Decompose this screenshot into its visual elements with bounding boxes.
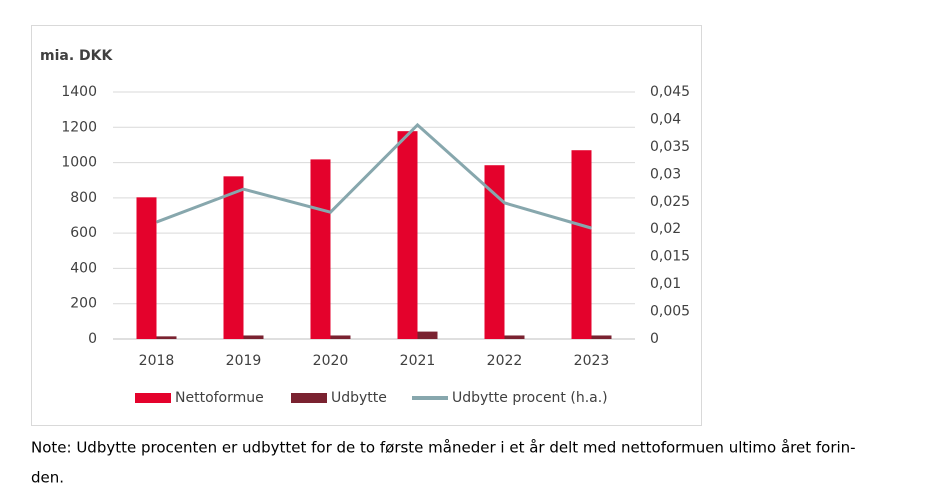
y2-tick-label: 0,025 — [650, 194, 690, 210]
bar — [330, 335, 351, 339]
bar — [223, 176, 244, 339]
line — [155, 122, 592, 230]
bar — [504, 335, 525, 339]
x-tick-label: 2022 — [487, 353, 523, 369]
y2-tick-label: 0,02 — [650, 221, 681, 237]
y-tick-label: 1000 — [61, 155, 97, 171]
bar — [156, 336, 177, 339]
note: den. — [31, 469, 64, 487]
y-tick-label: 600 — [70, 225, 97, 241]
note: Note: Udbytte procenten er udbyttet for … — [31, 439, 856, 457]
y-tick-label: 200 — [70, 296, 97, 312]
bar — [136, 197, 157, 339]
x-tick-label: 2018 — [139, 353, 175, 369]
bar — [417, 331, 438, 339]
y2-tick-label: 0,015 — [650, 249, 690, 265]
y-tick-label: 0 — [88, 331, 97, 347]
legend-swatch — [291, 393, 327, 403]
x-tick-label: 2021 — [400, 353, 436, 369]
y2-tick-label: 0,005 — [650, 304, 690, 320]
bar — [310, 159, 331, 339]
x-tick-label: 2020 — [313, 353, 349, 369]
bar — [591, 335, 612, 339]
y2-tick-label: 0,045 — [650, 84, 690, 100]
legend-swatch — [135, 393, 171, 403]
legend-label: Nettoformue — [175, 390, 264, 406]
y-tick-label: 400 — [70, 260, 97, 276]
y2-tick-label: 0,04 — [650, 111, 681, 127]
y2-tick-label: 0,03 — [650, 166, 681, 182]
y2-tick-label: 0,01 — [650, 276, 681, 292]
bar — [243, 335, 264, 339]
y-tick-label: 800 — [70, 190, 97, 206]
bar — [484, 165, 505, 339]
x-tick-label: 2019 — [226, 353, 262, 369]
bar — [397, 131, 418, 339]
y-axis-label: mia. DKK — [40, 48, 113, 64]
y2-tick-label: 0,035 — [650, 139, 690, 155]
x-tick-label: 2023 — [574, 353, 610, 369]
legend-label: Udbytte procent (h.a.) — [452, 390, 608, 406]
y-tick-label: 1400 — [61, 84, 97, 100]
y2-tick-label: 0 — [650, 331, 659, 347]
legend-label: Udbytte — [331, 390, 387, 406]
y-tick-label: 1200 — [61, 119, 97, 135]
bar — [571, 150, 592, 339]
